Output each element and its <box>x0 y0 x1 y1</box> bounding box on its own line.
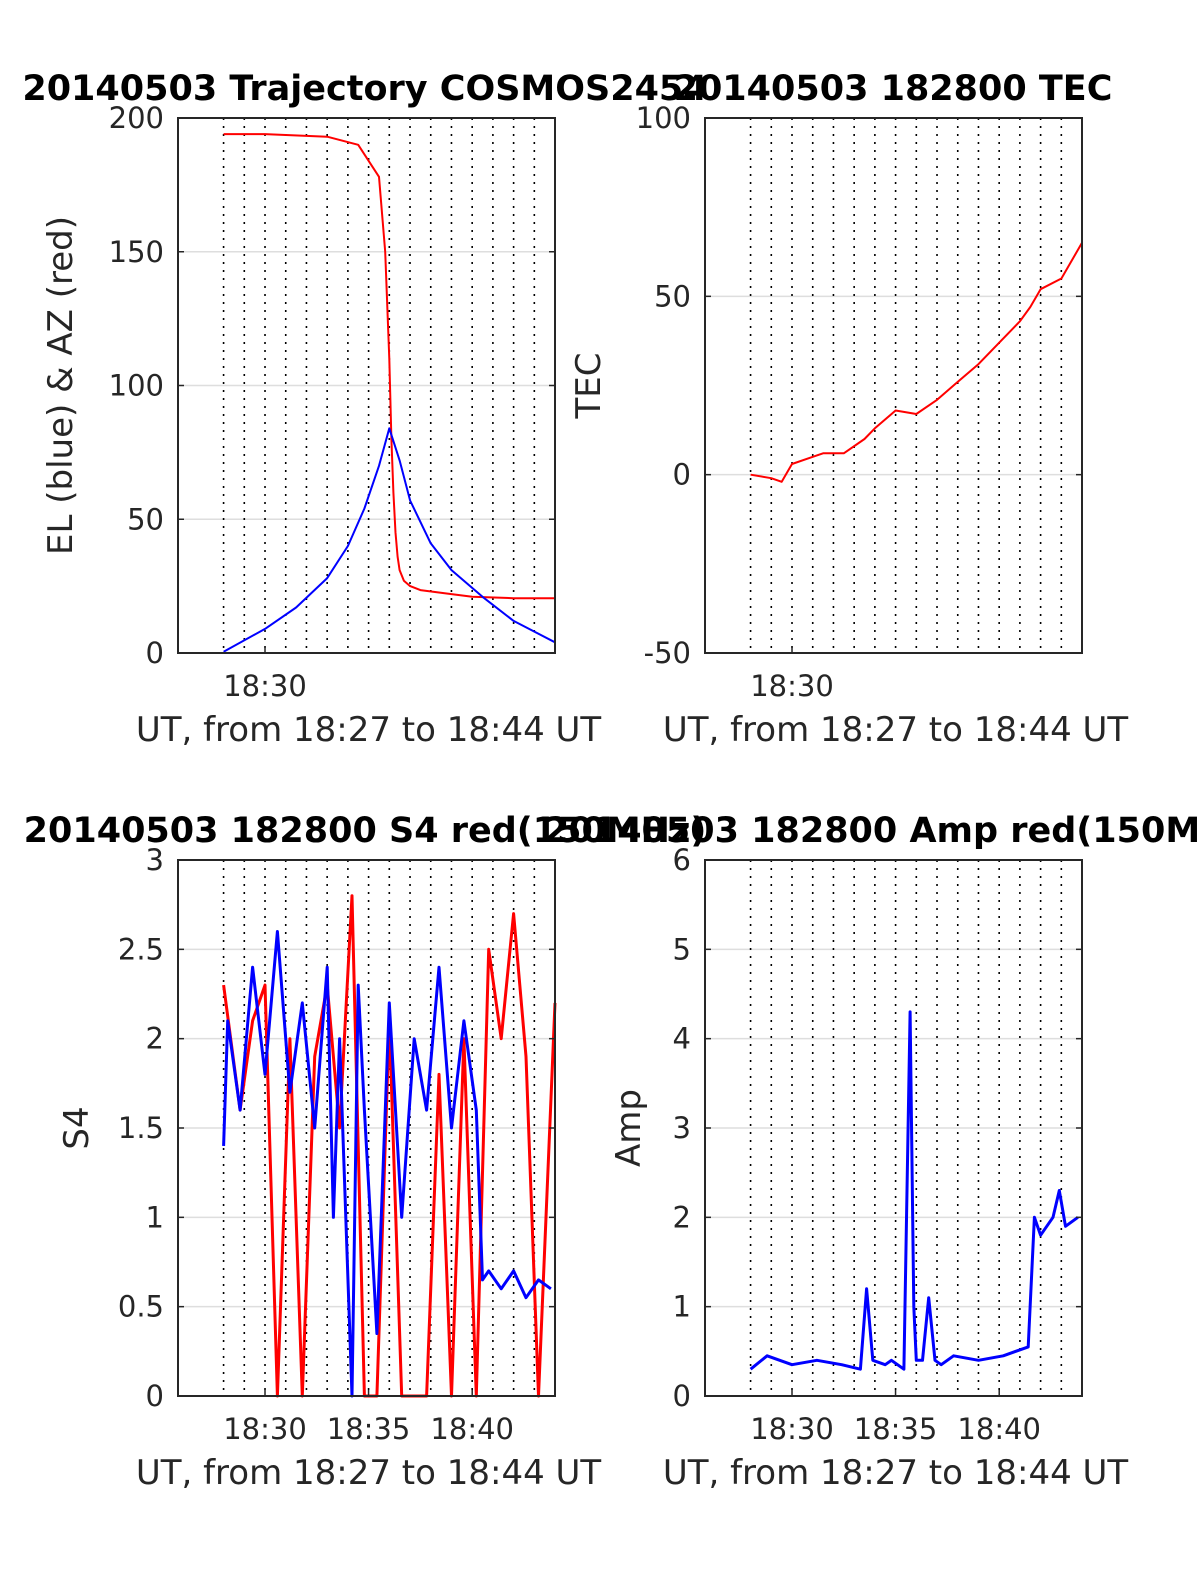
y-tick-label: 4 <box>673 1022 691 1056</box>
y-tick-label: 0 <box>146 1379 164 1413</box>
y-tick-label: 0 <box>146 636 164 670</box>
y-tick-label: 0.5 <box>118 1290 164 1324</box>
y-tick-label: 50 <box>127 502 164 536</box>
y-tick-label: 1 <box>146 1200 164 1234</box>
x-tick-label: 18:30 <box>223 669 307 703</box>
chart-title: 20140503 Trajectory COSMOS2454 <box>22 69 707 109</box>
x-axis-label: UT, from 18:27 to 18:44 UT <box>663 1453 1129 1493</box>
tec-panel: -50 0 50 100 18:30 UT, from 18:27 to 18:44 UT… <box>569 69 1128 750</box>
series-line-red <box>750 242 1083 483</box>
x-tick-label: 18:40 <box>430 1412 514 1446</box>
x-tick-label: 18:35 <box>854 1412 938 1446</box>
x-axis-label: UT, from 18:27 to 18:44 UT <box>136 1453 602 1493</box>
chart-title: 20140503 182800 S4 red(150MHz) <box>24 811 707 851</box>
y-axis-label: Amp <box>609 1089 649 1167</box>
x-axis-label: UT, from 18:27 to 18:44 UT <box>663 710 1129 750</box>
y-tick-label: 6 <box>673 843 691 877</box>
y-tick-label: 150 <box>109 235 164 269</box>
series-line-blue <box>223 427 556 653</box>
y-tick-label: -50 <box>644 636 691 670</box>
y-axis-label: S4 <box>57 1106 97 1149</box>
y-tick-label: 3 <box>146 843 164 877</box>
x-tick-label: 18:30 <box>223 1412 307 1446</box>
x-tick-label: 18:30 <box>750 1412 834 1446</box>
y-tick-label: 1.5 <box>118 1111 164 1145</box>
y-tick-label: 50 <box>654 279 691 313</box>
y-tick-label: 100 <box>636 101 691 135</box>
axes-frame <box>704 117 1083 654</box>
amp-panel: 0 1 2 3 4 5 6 18:30 18:35 18:40 UT, from 18:27 to … <box>544 811 1200 1493</box>
s4-panel: 0 0.5 1 1.5 2 2.5 3 18:30 18:35 18:40 UT, from 18:… <box>24 811 707 1493</box>
series-line-blue <box>222 930 552 1398</box>
y-tick-label: 1 <box>673 1290 691 1324</box>
trajectory-panel: 0 50 100 150 200 18:30 UT, from 18:27 to 18:44… <box>22 69 707 750</box>
x-tick-label: 18:40 <box>957 1412 1041 1446</box>
x-tick-label: 18:30 <box>750 669 834 703</box>
y-tick-label: 2 <box>673 1200 691 1234</box>
y-tick-label: 5 <box>673 932 691 966</box>
chart-title: 20140503 182800 TEC <box>674 69 1113 109</box>
series-line-blue <box>749 1010 1079 1371</box>
chart-title: 20140503 182800 Amp red(150MHz) <box>544 811 1200 851</box>
y-tick-label: 2 <box>146 1022 164 1056</box>
y-tick-label: 2.5 <box>118 932 164 966</box>
x-tick-label: 18:35 <box>327 1412 411 1446</box>
y-tick-label: 3 <box>673 1111 691 1145</box>
series-line-red <box>223 133 555 600</box>
y-tick-label: 100 <box>109 369 164 403</box>
y-tick-label: 200 <box>109 101 164 135</box>
y-tick-label: 0 <box>673 458 691 492</box>
y-axis-label: TEC <box>569 353 609 420</box>
y-axis-label: EL (blue) & AZ (red) <box>41 216 81 555</box>
x-axis-label: UT, from 18:27 to 18:44 UT <box>136 710 602 750</box>
y-tick-label: 0 <box>673 1379 691 1413</box>
